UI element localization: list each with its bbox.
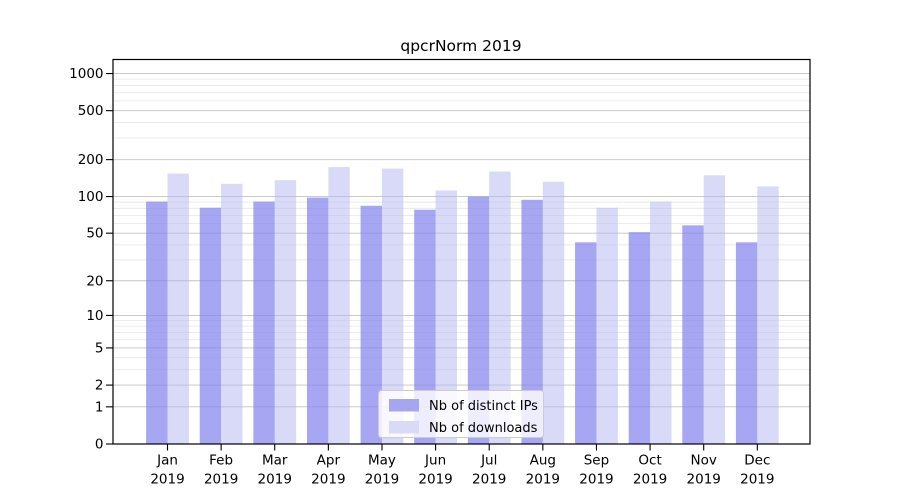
bar-nb-of-downloads-oct xyxy=(650,201,672,444)
y-tick-label-5: 5 xyxy=(95,340,104,356)
x-tick-label-may: May 2019 xyxy=(365,453,399,488)
legend-swatch-distinct-ips-icon xyxy=(389,399,419,412)
bar-series xyxy=(146,167,779,445)
x-tick-label-sep: Sep 2019 xyxy=(579,453,613,488)
bar-nb-of-distinct-ips-may xyxy=(360,205,382,444)
x-tick-label-mar: Mar 2019 xyxy=(258,453,292,488)
y-tick-label-500: 500 xyxy=(78,103,104,119)
bar-nb-of-downloads-jun xyxy=(435,190,457,444)
bar-nb-of-distinct-ips-aug xyxy=(521,199,543,444)
legend: Nb of distinct IPs Nb of downloads xyxy=(378,390,544,438)
bar-nb-of-distinct-ips-apr xyxy=(306,197,329,444)
bar-nb-of-downloads-may xyxy=(381,168,404,444)
x-tick-label-jul: Jul 2019 xyxy=(472,453,506,488)
bar-nb-of-distinct-ips-sep xyxy=(575,242,597,444)
legend-swatch-downloads-icon xyxy=(389,421,419,434)
bar-nb-of-distinct-ips-jan xyxy=(146,201,168,444)
chart-title: qpcrNorm 2019 xyxy=(400,37,521,55)
bar-nb-of-distinct-ips-jun xyxy=(414,209,436,444)
y-tick-label-50: 50 xyxy=(86,226,103,242)
bar-nb-of-downloads-aug xyxy=(542,181,565,444)
x-axis-tick-labels: Jan 2019 Feb 2019 Mar 2019 Apr 2019 May 2019 Jun 20… xyxy=(150,453,774,488)
bar-nb-of-downloads-apr xyxy=(328,167,350,445)
bar-nb-of-distinct-ips-jul xyxy=(467,196,490,444)
bar-nb-of-downloads-jan xyxy=(167,173,189,445)
axes-and-ticks xyxy=(106,58,811,451)
legend-label-downloads: Nb of downloads xyxy=(429,421,538,436)
x-tick-label-nov: Nov 2019 xyxy=(687,453,721,488)
y-tick-label-1000: 1000 xyxy=(69,66,103,82)
legend-box xyxy=(378,390,544,438)
x-tick-label-oct: Oct 2019 xyxy=(633,453,667,488)
bar-nb-of-distinct-ips-oct xyxy=(628,232,651,444)
y-tick-label-1: 1 xyxy=(95,399,104,415)
y-tick-label-10: 10 xyxy=(86,308,103,324)
y-tick-label-100: 100 xyxy=(78,189,104,205)
x-tick-label-feb: Feb 2019 xyxy=(204,453,238,488)
y-axis-tick-labels: 0 1 2 5 10 20 50 100 200 500 1000 xyxy=(69,66,103,452)
x-tick-label-dec: Dec 2019 xyxy=(740,453,774,488)
bar-nb-of-downloads-nov xyxy=(703,175,726,445)
plot-border xyxy=(112,58,811,445)
x-tick-label-jun: Jun 2019 xyxy=(418,453,452,488)
y-tick-label-20: 20 xyxy=(86,273,103,289)
bar-nb-of-downloads-feb xyxy=(221,183,243,445)
y-tick-label-0: 0 xyxy=(95,437,104,453)
bar-nb-of-distinct-ips-feb xyxy=(199,207,222,444)
bar-nb-of-downloads-dec xyxy=(757,186,779,444)
x-tick-label-apr: Apr 2019 xyxy=(311,453,345,488)
bar-nb-of-distinct-ips-mar xyxy=(253,201,275,444)
bar-nb-of-downloads-sep xyxy=(596,207,618,444)
bar-nb-of-downloads-jul xyxy=(489,171,511,445)
legend-label-distinct-ips: Nb of distinct IPs xyxy=(429,399,538,414)
bar-nb-of-distinct-ips-nov xyxy=(682,225,704,444)
y-tick-label-2: 2 xyxy=(95,378,104,394)
x-tick-label-jan: Jan 2019 xyxy=(150,453,184,488)
bar-nb-of-downloads-mar xyxy=(274,180,297,445)
x-tick-label-aug: Aug 2019 xyxy=(526,453,560,488)
bar-nb-of-distinct-ips-dec xyxy=(735,242,758,444)
y-tick-label-200: 200 xyxy=(78,152,104,168)
